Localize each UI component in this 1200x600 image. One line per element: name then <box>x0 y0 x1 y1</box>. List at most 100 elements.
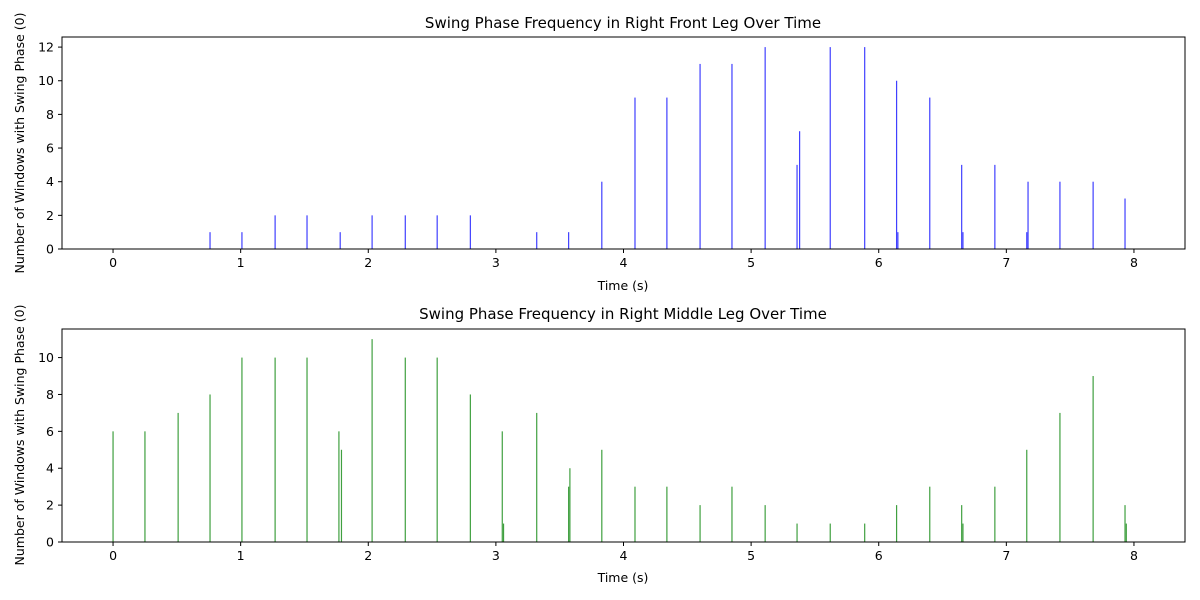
middle-leg-bar <box>177 412 179 542</box>
middle-leg-bar <box>961 505 963 542</box>
middle-leg-bar <box>634 486 636 542</box>
middle-leg-bar <box>895 505 898 542</box>
middle-leg-bar <box>404 357 406 542</box>
front-leg-bars <box>209 47 1126 249</box>
front-leg-bar <box>1124 198 1126 249</box>
middle-leg-bar <box>469 394 471 542</box>
front-leg-x-tick-label: 5 <box>747 255 755 270</box>
middle-leg-y-ticks: 0 2 4 6 8 10 <box>38 350 62 550</box>
front-leg-bar <box>1027 181 1029 249</box>
middle-leg-bar <box>764 505 766 542</box>
front-leg-bar <box>895 80 898 249</box>
front-leg-chart-title: Swing Phase Frequency in Right Front Leg… <box>425 14 821 32</box>
middle-leg-bar <box>338 431 340 542</box>
middle-leg-bar <box>796 523 798 542</box>
middle-leg-bar <box>340 449 343 542</box>
middle-leg-bar <box>1059 412 1061 542</box>
middle-leg-y-tick-label: 10 <box>38 350 54 365</box>
middle-leg-bar <box>501 431 503 542</box>
middle-leg-bar <box>144 431 146 542</box>
front-leg-y-tick-label: 8 <box>46 107 54 122</box>
middle-leg-bar <box>731 486 733 542</box>
front-leg-bar <box>796 164 798 249</box>
front-leg-bar <box>799 131 801 249</box>
front-leg-bar <box>306 215 308 249</box>
middle-leg-x-tick-label: 0 <box>109 548 117 563</box>
front-leg-bar <box>994 164 996 249</box>
front-leg-x-axis-label: Time (s) <box>597 278 649 293</box>
front-leg-chart: Swing Phase Frequency in Right Front Leg… <box>12 13 1186 293</box>
front-leg-x-tick-label: 7 <box>1002 255 1010 270</box>
middle-leg-bar <box>601 449 603 542</box>
middle-leg-bar <box>209 394 211 542</box>
middle-leg-x-tick-label: 2 <box>364 548 372 563</box>
front-leg-bar <box>764 47 766 249</box>
front-leg-bar <box>274 215 276 249</box>
front-leg-bar <box>371 215 373 249</box>
middle-leg-x-axis-label: Time (s) <box>597 570 649 585</box>
front-leg-x-tick-label: 2 <box>364 255 372 270</box>
front-leg-bar <box>601 181 603 249</box>
middle-leg-chart-title: Swing Phase Frequency in Right Middle Le… <box>419 305 827 323</box>
middle-leg-bar <box>536 412 538 542</box>
middle-leg-x-tick-label: 6 <box>875 548 883 563</box>
front-leg-x-tick-label: 0 <box>109 255 117 270</box>
front-leg-y-tick-label: 4 <box>46 174 54 189</box>
front-leg-bar <box>929 97 931 249</box>
middle-leg-x-tick-label: 8 <box>1130 548 1138 563</box>
middle-leg-x-tick-label: 3 <box>492 548 500 563</box>
middle-leg-bar <box>112 431 114 542</box>
front-leg-bar <box>469 215 471 249</box>
middle-leg-bar <box>241 357 243 542</box>
middle-leg-chart: Swing Phase Frequency in Right Middle Le… <box>12 305 1186 585</box>
front-leg-y-tick-label: 6 <box>46 141 54 156</box>
middle-leg-bar <box>274 357 276 542</box>
middle-leg-bar <box>1026 449 1028 542</box>
front-leg-bar <box>241 232 243 249</box>
middle-leg-bar <box>1125 523 1127 542</box>
front-leg-bar <box>699 63 701 249</box>
middle-leg-x-tick-label: 7 <box>1002 548 1010 563</box>
middle-leg-bar <box>666 486 668 542</box>
middle-leg-bar <box>436 357 438 542</box>
front-leg-y-ticks: 0 2 4 6 8 10 12 <box>38 40 62 257</box>
front-leg-y-tick-label: 10 <box>38 73 54 88</box>
front-leg-bar <box>731 63 733 249</box>
middle-leg-x-tick-label: 5 <box>747 548 755 563</box>
front-leg-x-tick-label: 1 <box>237 255 245 270</box>
middle-leg-bar <box>1124 505 1126 542</box>
front-leg-bar <box>536 232 538 249</box>
middle-leg-x-tick-label: 4 <box>620 548 628 563</box>
middle-leg-bar <box>569 468 571 542</box>
middle-leg-bar <box>864 523 866 542</box>
front-leg-bar <box>829 47 831 249</box>
front-leg-bar <box>634 97 636 249</box>
middle-leg-bar <box>994 486 996 542</box>
front-leg-bar <box>961 164 963 249</box>
middle-leg-bar <box>502 523 505 542</box>
middle-leg-bar <box>929 486 931 542</box>
front-leg-bar <box>339 232 341 249</box>
front-leg-x-tick-label: 3 <box>492 255 500 270</box>
front-leg-x-tick-label: 8 <box>1130 255 1138 270</box>
front-leg-bar <box>1092 181 1094 249</box>
middle-leg-x-ticks: 0 1 2 3 4 5 6 7 8 <box>109 542 1138 563</box>
front-leg-x-tick-label: 6 <box>875 255 883 270</box>
front-leg-x-tick-label: 4 <box>620 255 628 270</box>
front-leg-y-tick-label: 12 <box>38 40 54 55</box>
front-leg-bar <box>962 232 964 249</box>
middle-leg-bar <box>371 339 373 542</box>
middle-leg-y-tick-label: 2 <box>46 498 54 513</box>
middle-leg-bar <box>829 523 831 542</box>
middle-leg-x-tick-label: 1 <box>237 548 245 563</box>
middle-leg-bars <box>112 339 1127 542</box>
front-leg-bar <box>209 232 211 249</box>
front-leg-bar <box>897 232 899 249</box>
front-leg-bar <box>864 47 866 249</box>
middle-leg-y-tick-label: 0 <box>46 535 54 550</box>
middle-leg-y-tick-label: 8 <box>46 387 54 402</box>
front-leg-bar <box>1026 232 1028 249</box>
middle-leg-y-tick-label: 6 <box>46 424 54 439</box>
middle-leg-y-axis-label: Number of Windows with Swing Phase (0) <box>12 305 27 566</box>
front-leg-y-tick-label: 2 <box>46 208 54 223</box>
